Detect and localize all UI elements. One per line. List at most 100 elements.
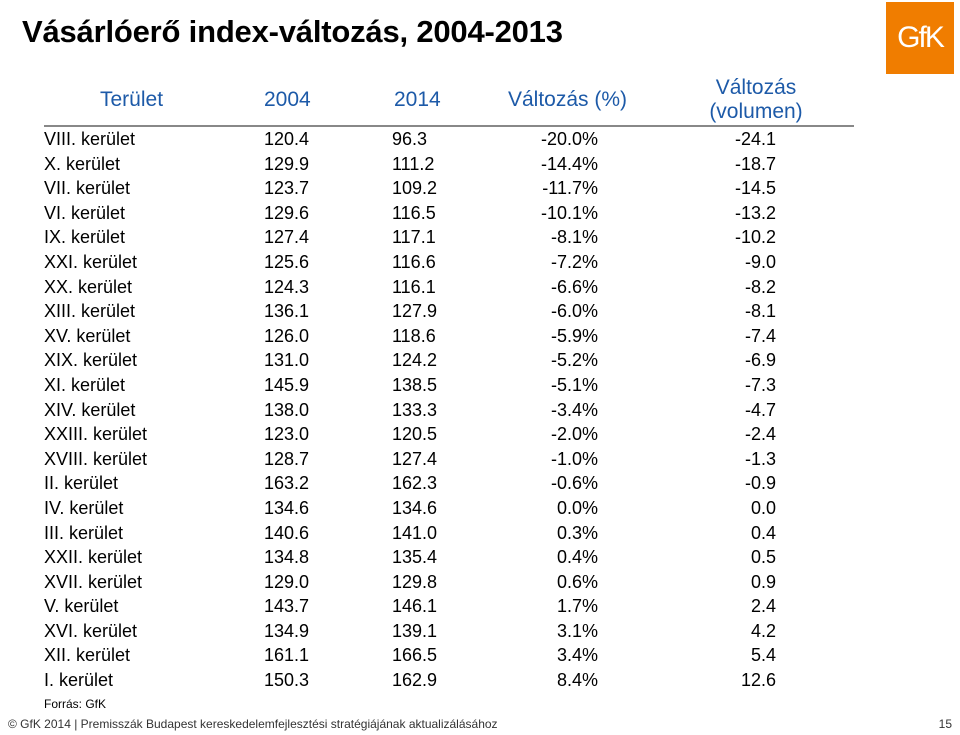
table-row: XVIII. kerület 128.7 127.4 -1.0% -1.3 [0, 447, 960, 472]
table-row: XXI. kerület 125.6 116.6 -7.2% -9.0 [0, 250, 960, 275]
table-row: IX. kerület 127.4 117.1 -8.1% -10.2 [0, 225, 960, 250]
cell-2004: 138.0 [264, 399, 310, 420]
table-row: XIII. kerület 136.1 127.9 -6.0% -8.1 [0, 299, 960, 324]
cell-2014: 117.1 [392, 227, 436, 248]
cell-terulet: XXI. kerület [44, 251, 138, 272]
cell-valtozas-pct: -11.7% [542, 178, 598, 199]
page-number: 15 [938, 717, 952, 731]
cell-2004: 125.6 [264, 251, 310, 272]
cell-valtozas-pct: -1.0% [550, 448, 598, 469]
cell-2004: 163.2 [264, 473, 310, 494]
cell-valtozas-volumen: -0.9 [744, 473, 776, 494]
cell-valtozas-volumen: -18.7 [734, 153, 776, 174]
cell-valtozas-pct: 0.3% [556, 522, 598, 543]
cell-valtozas-volumen: -7.4 [744, 325, 776, 346]
cell-2004: 136.1 [264, 301, 310, 322]
cell-2014: 109.2 [392, 178, 438, 199]
cell-valtozas-volumen: -2.4 [744, 424, 776, 445]
cell-valtozas-pct: -20.0% [540, 129, 598, 149]
cell-valtozas-pct: 3.4% [556, 645, 598, 666]
cell-2014: 141.0 [392, 522, 438, 543]
cell-2014: 133.3 [392, 399, 438, 420]
cell-terulet: XXIII. kerület [44, 424, 148, 445]
cell-terulet: XVI. kerület [44, 620, 138, 641]
header-valtozas-volumen: Változás (volumen) [696, 76, 816, 124]
cell-valtozas-pct: -7.2% [550, 251, 598, 272]
page-title: Vásárlóerő index-változás, 2004-2013 [22, 14, 563, 49]
cell-valtozas-volumen: 2.4 [750, 596, 776, 617]
header-valtozas-volumen-line1: Változás [715, 76, 797, 99]
table-row: I. kerület 150.3 162.9 8.4% 12.6 [0, 668, 960, 693]
cell-2004: 120.4 [264, 129, 310, 149]
header-terulet: Terület [100, 88, 164, 111]
cell-valtozas-volumen: -14.5 [734, 178, 776, 199]
cell-2004: 140.6 [264, 522, 310, 543]
cell-valtozas-pct: -10.1% [540, 202, 598, 223]
cell-valtozas-pct: -6.0% [550, 301, 598, 322]
cell-2014: 111.2 [392, 153, 435, 174]
cell-2014: 166.5 [392, 645, 438, 666]
cell-valtozas-pct: -5.9% [550, 325, 598, 346]
cell-2014: 96.3 [392, 129, 428, 149]
cell-valtozas-pct: -3.4% [550, 399, 598, 420]
cell-terulet: III. kerület [44, 522, 124, 543]
cell-valtozas-volumen: -13.2 [734, 202, 776, 223]
cell-2004: 126.0 [264, 325, 310, 346]
table-row: XIV. kerület 138.0 133.3 -3.4% -4.7 [0, 398, 960, 423]
cell-valtozas-volumen: -7.3 [744, 374, 776, 395]
cell-2014: 162.3 [392, 473, 438, 494]
table-row: III. kerület 140.6 141.0 0.3% 0.4 [0, 521, 960, 546]
cell-valtozas-volumen: -8.2 [744, 276, 776, 297]
table-row: VII. kerület 123.7 109.2 -11.7% -14.5 [0, 176, 960, 201]
cell-valtozas-pct: 0.6% [556, 571, 598, 592]
cell-2014: 116.1 [392, 276, 436, 297]
cell-terulet: II. kerület [44, 473, 119, 494]
cell-2014: 135.4 [392, 547, 438, 568]
cell-2014: 139.1 [392, 620, 438, 641]
cell-valtozas-volumen: 0.9 [750, 571, 776, 592]
cell-valtozas-volumen: -6.9 [744, 350, 776, 371]
table-row: VI. kerület 129.6 116.5 -10.1% -13.2 [0, 201, 960, 226]
cell-2004: 127.4 [264, 227, 310, 248]
cell-terulet: XVIII. kerület [44, 448, 148, 469]
cell-2004: 143.7 [264, 596, 310, 617]
cell-2004: 161.1 [264, 645, 310, 666]
cell-2004: 129.9 [264, 153, 310, 174]
cell-terulet: XI. kerület [44, 374, 126, 395]
cell-2004: 123.0 [264, 424, 310, 445]
cell-2014: 118.6 [392, 325, 436, 346]
cell-valtozas-volumen: -4.7 [744, 399, 776, 420]
cell-terulet: XV. kerület [44, 325, 131, 346]
cell-terulet: IX. kerület [44, 227, 126, 248]
cell-valtozas-pct: 0.0% [556, 497, 598, 518]
cell-terulet: XX. kerület [44, 276, 133, 297]
table-header: Terület 2004 2014 Változás (%) Változás … [0, 0, 960, 125]
cell-2014: 146.1 [392, 596, 438, 617]
table-body: VIII. kerület 120.4 96.3 -20.0% -24.1 X. kerü… [0, 127, 960, 693]
source-note: Forrás: GfK [44, 697, 107, 711]
table-row: VIII. kerület 120.4 96.3 -20.0% -24.1 [0, 127, 960, 152]
cell-valtozas-volumen: -8.1 [744, 301, 776, 322]
table-row: XX. kerület 124.3 116.1 -6.6% -8.2 [0, 275, 960, 300]
cell-2014: 134.6 [392, 497, 438, 518]
cell-terulet: X. kerület [44, 153, 121, 174]
header-valtozas-volumen-line2: (volumen) [709, 100, 803, 123]
table-row: X. kerület 129.9 111.2 -14.4% -18.7 [0, 152, 960, 177]
cell-2014: 162.9 [392, 670, 438, 691]
cell-valtozas-volumen: -24.1 [734, 129, 776, 149]
table-row: V. kerület 143.7 146.1 1.7% 2.4 [0, 594, 960, 619]
cell-2014: 116.5 [392, 202, 436, 223]
cell-2004: 123.7 [264, 178, 310, 199]
table-row: IV. kerület 134.6 134.6 0.0% 0.0 [0, 496, 960, 521]
table-row: XVII. kerület 129.0 129.8 0.6% 0.9 [0, 570, 960, 595]
table-row: XI. kerület 145.9 138.5 -5.1% -7.3 [0, 373, 960, 398]
cell-valtozas-pct: 1.7% [556, 596, 598, 617]
cell-valtozas-pct: 3.1% [556, 620, 598, 641]
header-valtozas-pct: Változás (%) [508, 88, 628, 111]
cell-valtozas-volumen: 5.4 [750, 645, 776, 666]
cell-valtozas-pct: -6.6% [550, 276, 598, 297]
footer-text: © GfK 2014 | Premisszák Budapest kereske… [8, 717, 498, 731]
table-row: XXII. kerület 134.8 135.4 0.4% 0.5 [0, 545, 960, 570]
footer: © GfK 2014 | Premisszák Budapest kereske… [0, 716, 960, 734]
cell-terulet: XIII. kerület [44, 301, 136, 322]
